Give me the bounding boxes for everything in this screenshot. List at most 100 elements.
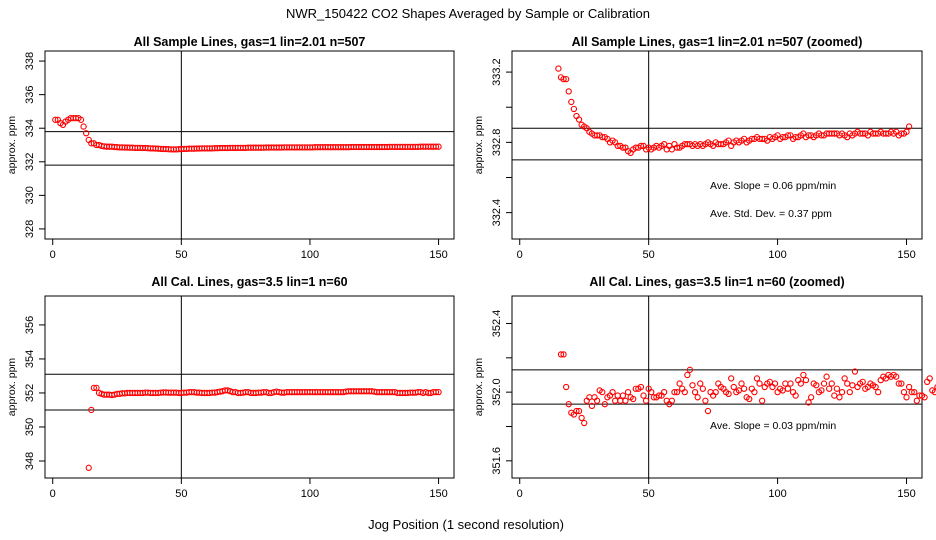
x-tick-label: 150 bbox=[897, 488, 915, 500]
data-point bbox=[673, 388, 681, 396]
data-point bbox=[818, 387, 825, 394]
data-point bbox=[758, 397, 766, 404]
data-point bbox=[624, 388, 632, 396]
data-point bbox=[432, 143, 440, 150]
data-point bbox=[905, 123, 913, 130]
data-point bbox=[849, 382, 856, 389]
y-tick-label: 352 bbox=[24, 384, 36, 402]
data-point bbox=[599, 388, 606, 396]
data-point bbox=[699, 385, 706, 392]
data-point bbox=[813, 382, 820, 389]
x-tick-label: 100 bbox=[301, 249, 319, 261]
annotation-text: Ave. Slope = 0.03 ppm/min bbox=[710, 420, 836, 432]
data-point bbox=[782, 380, 789, 387]
data-point bbox=[588, 402, 596, 410]
data-point bbox=[435, 388, 442, 396]
data-point bbox=[728, 375, 735, 382]
data-point bbox=[820, 380, 828, 387]
data-point bbox=[80, 123, 87, 130]
data-point bbox=[746, 395, 753, 403]
data-point bbox=[753, 375, 761, 382]
data-point bbox=[805, 399, 812, 406]
data-point bbox=[831, 392, 838, 399]
panels: All Sample Lines, gas=1 lin=2.01 n=507 0 5… bbox=[6, 35, 936, 500]
data-point bbox=[83, 130, 90, 137]
data-point bbox=[565, 401, 572, 408]
data-point bbox=[581, 419, 588, 427]
data-point bbox=[563, 383, 570, 391]
data-point bbox=[660, 388, 668, 396]
data-point bbox=[826, 385, 833, 392]
x-tick-label: 50 bbox=[643, 488, 655, 500]
data-point bbox=[903, 128, 910, 135]
chart-panel-3: All Cal. Lines, gas=3.5 lin=1 n=60 0 50 100… bbox=[6, 275, 455, 500]
data-point bbox=[557, 351, 565, 358]
data-point bbox=[784, 385, 792, 392]
y-tick-label: 328 bbox=[24, 220, 36, 238]
y-tick-label: 352.4 bbox=[491, 310, 503, 338]
data-point bbox=[77, 116, 85, 123]
data-point bbox=[730, 383, 737, 391]
data-point bbox=[622, 397, 629, 404]
data-point bbox=[52, 116, 59, 123]
data-point bbox=[846, 388, 853, 396]
panel-title: All Sample Lines, gas=1 lin=2.01 n=507 bbox=[134, 35, 366, 49]
panel-title: All Cal. Lines, gas=3.5 lin=1 n=60 bbox=[151, 275, 347, 289]
chart-panel-2: All Sample Lines, gas=1 lin=2.01 n=507 (… bbox=[473, 35, 923, 261]
data-point bbox=[872, 383, 879, 391]
data-point bbox=[908, 388, 915, 396]
data-point bbox=[823, 373, 830, 380]
data-point bbox=[609, 388, 616, 396]
y-tick-label: 351.6 bbox=[491, 447, 503, 475]
y-tick-label: 354 bbox=[24, 350, 36, 368]
data-point bbox=[704, 407, 712, 415]
series-points bbox=[52, 114, 442, 153]
y-tick-label: 336 bbox=[24, 85, 36, 103]
plot-frame bbox=[511, 295, 923, 479]
data-point bbox=[797, 380, 804, 387]
chart-panel-1: All Sample Lines, gas=1 lin=2.01 n=507 0 5… bbox=[6, 35, 455, 261]
chart-panel-4: All Cal. Lines, gas=3.5 lin=1 n=60 (zoom… bbox=[473, 275, 936, 500]
data-point bbox=[921, 394, 928, 401]
data-point bbox=[686, 366, 694, 373]
data-point bbox=[712, 388, 719, 396]
plot-frame bbox=[44, 295, 455, 479]
data-point bbox=[895, 380, 902, 387]
data-point bbox=[893, 373, 900, 380]
data-point bbox=[611, 397, 619, 404]
figure-x-axis-label: Jog Position (1 second resolution) bbox=[368, 517, 564, 532]
series-points bbox=[557, 351, 936, 427]
data-point bbox=[637, 383, 645, 391]
data-point bbox=[575, 116, 583, 123]
data-point bbox=[93, 384, 100, 391]
data-point bbox=[565, 88, 572, 95]
data-point bbox=[630, 395, 637, 403]
y-axis-label: approx. ppm bbox=[473, 358, 485, 417]
data-point bbox=[771, 380, 779, 387]
data-point bbox=[671, 388, 678, 396]
data-point bbox=[614, 392, 621, 399]
data-point bbox=[900, 388, 908, 396]
data-point bbox=[619, 144, 627, 151]
data-point bbox=[697, 380, 704, 387]
x-tick-label: 100 bbox=[768, 249, 786, 261]
data-point bbox=[432, 388, 440, 396]
data-point bbox=[676, 380, 683, 387]
y-tick-label: 332 bbox=[24, 153, 36, 171]
data-point bbox=[859, 378, 866, 385]
y-tick-label: 334 bbox=[24, 119, 36, 137]
data-point bbox=[838, 388, 846, 396]
y-tick-label: 332.8 bbox=[491, 129, 503, 157]
data-point bbox=[90, 384, 98, 391]
data-point bbox=[684, 371, 691, 379]
data-point bbox=[725, 390, 732, 398]
data-point bbox=[738, 380, 745, 387]
data-point bbox=[648, 388, 655, 396]
y-axis-label: approx. ppm bbox=[473, 116, 485, 175]
data-point bbox=[934, 384, 936, 390]
data-point bbox=[787, 380, 794, 387]
data-point bbox=[593, 397, 601, 404]
data-point bbox=[756, 380, 763, 387]
data-point bbox=[640, 392, 647, 399]
